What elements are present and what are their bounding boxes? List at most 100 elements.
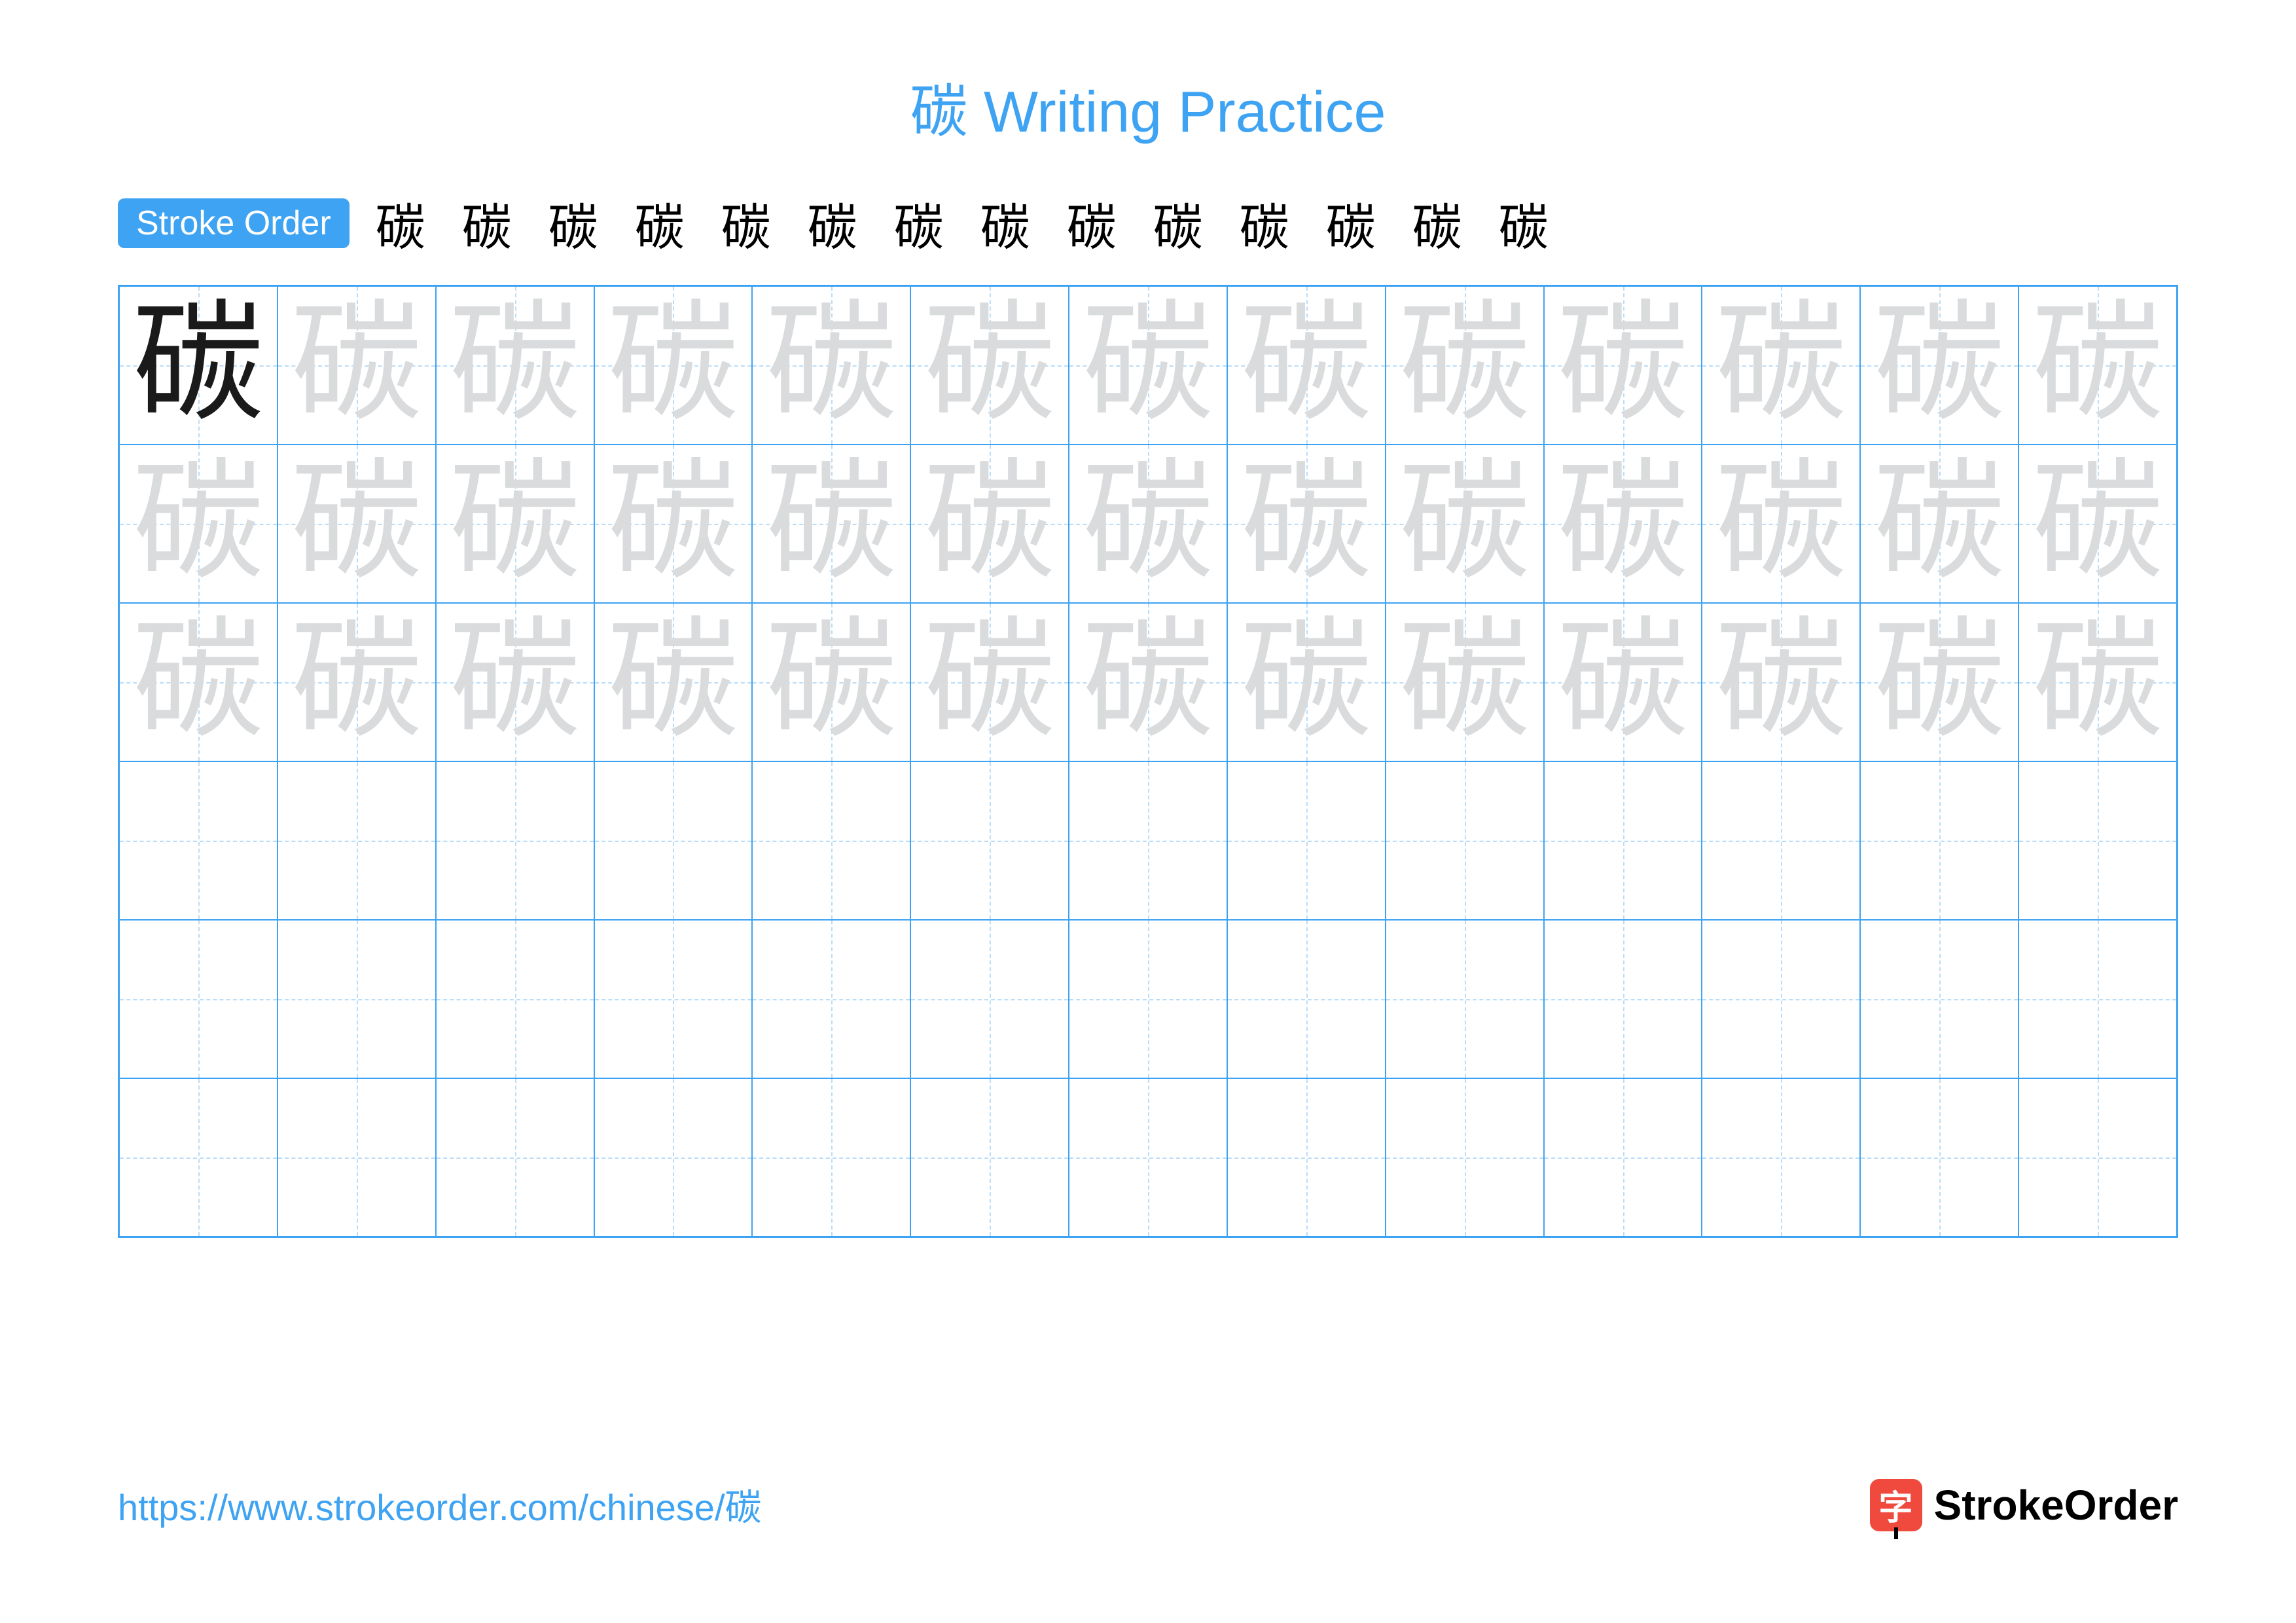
- brand-icon: 字: [1870, 1479, 1922, 1531]
- grid-row: 碳碳碳碳碳碳碳碳碳碳碳碳碳: [119, 286, 2177, 445]
- grid-cell: 碳: [1860, 286, 2018, 445]
- trace-char: 碳: [766, 458, 897, 589]
- trace-char: 碳: [2032, 458, 2163, 589]
- grid-cell: 碳: [1227, 603, 1386, 761]
- grid-row: [119, 761, 2177, 920]
- grid-cell: [278, 1078, 436, 1237]
- stroke-step: 碳: [970, 188, 1041, 259]
- grid-cell: [278, 761, 436, 920]
- grid-cell: [1069, 1078, 1227, 1237]
- trace-char: 碳: [1399, 300, 1530, 431]
- brand-name: StrokeOrder: [1934, 1481, 2178, 1529]
- grid-cell: [910, 1078, 1069, 1237]
- grid-cell: 碳: [1702, 603, 1860, 761]
- grid-cell: 碳: [436, 603, 594, 761]
- grid-cell: [910, 761, 1069, 920]
- brand-logo: 字 StrokeOrder: [1870, 1479, 2178, 1531]
- trace-char: 碳: [1241, 458, 1372, 589]
- trace-char: 碳: [1399, 458, 1530, 589]
- stroke-step: 碳: [711, 188, 781, 259]
- grid-cell: [436, 920, 594, 1078]
- grid-row: 碳碳碳碳碳碳碳碳碳碳碳碳碳: [119, 445, 2177, 603]
- grid-cell: 碳: [1386, 286, 1544, 445]
- grid-cell: [1702, 920, 1860, 1078]
- grid-cell: 碳: [752, 603, 910, 761]
- grid-cell: [1702, 1078, 1860, 1237]
- stroke-step: 碳: [1402, 188, 1473, 259]
- grid-cell: 碳: [1702, 445, 1860, 603]
- stroke-step: 碳: [884, 188, 954, 259]
- trace-char: 碳: [291, 300, 422, 431]
- trace-char: 碳: [2032, 300, 2163, 431]
- trace-char: 碳: [607, 300, 738, 431]
- trace-char: 碳: [1241, 617, 1372, 748]
- grid-cell: 碳: [1069, 286, 1227, 445]
- trace-char: 碳: [1715, 617, 1846, 748]
- grid-cell: [594, 1078, 753, 1237]
- page-title: 碳 Writing Practice: [118, 65, 2178, 149]
- grid-cell: 碳: [1544, 286, 1702, 445]
- trace-char: 碳: [607, 617, 738, 748]
- grid-cell: [1860, 761, 2018, 920]
- stroke-order-row: Stroke Order 碳碳碳碳碳碳碳碳碳碳碳碳碳碳: [118, 188, 2178, 259]
- grid-cell: 碳: [278, 445, 436, 603]
- grid-cell: 碳: [910, 286, 1069, 445]
- grid-cell: [278, 920, 436, 1078]
- grid-cell: [752, 761, 910, 920]
- trace-char: 碳: [607, 458, 738, 589]
- grid-cell: 碳: [436, 445, 594, 603]
- grid-cell: [1860, 920, 2018, 1078]
- trace-char: 碳: [2032, 617, 2163, 748]
- practice-grid: 碳碳碳碳碳碳碳碳碳碳碳碳碳碳碳碳碳碳碳碳碳碳碳碳碳碳碳碳碳碳碳碳碳碳碳碳碳碳碳: [118, 285, 2178, 1238]
- grid-cell: [2018, 761, 2177, 920]
- grid-cell: [752, 1078, 910, 1237]
- trace-char: 碳: [133, 300, 264, 431]
- grid-cell: [119, 761, 278, 920]
- trace-char: 碳: [1558, 300, 1689, 431]
- trace-char: 碳: [1083, 300, 1213, 431]
- grid-cell: [1544, 920, 1702, 1078]
- grid-cell: 碳: [594, 286, 753, 445]
- source-url[interactable]: https://www.strokeorder.com/chinese/碳: [118, 1478, 762, 1531]
- grid-cell: 碳: [752, 445, 910, 603]
- grid-cell: 碳: [2018, 286, 2177, 445]
- grid-row: 碳碳碳碳碳碳碳碳碳碳碳碳碳: [119, 603, 2177, 761]
- grid-cell: 碳: [119, 445, 278, 603]
- grid-cell: 碳: [594, 603, 753, 761]
- stroke-step: 碳: [538, 188, 609, 259]
- grid-cell: 碳: [1227, 445, 1386, 603]
- grid-cell: [1386, 761, 1544, 920]
- grid-cell: 碳: [278, 603, 436, 761]
- grid-cell: 碳: [1860, 603, 2018, 761]
- trace-char: 碳: [1874, 458, 2005, 589]
- grid-cell: [594, 920, 753, 1078]
- grid-cell: 碳: [1860, 445, 2018, 603]
- trace-char: 碳: [924, 617, 1055, 748]
- trace-char: 碳: [450, 617, 581, 748]
- trace-char: 碳: [291, 617, 422, 748]
- trace-char: 碳: [924, 300, 1055, 431]
- trace-char: 碳: [1083, 617, 1213, 748]
- trace-char: 碳: [133, 617, 264, 748]
- grid-row: [119, 1078, 2177, 1237]
- grid-cell: [2018, 920, 2177, 1078]
- trace-char: 碳: [1874, 300, 2005, 431]
- grid-cell: 碳: [1702, 286, 1860, 445]
- grid-cell: 碳: [752, 286, 910, 445]
- grid-cell: [594, 761, 753, 920]
- grid-cell: [1860, 1078, 2018, 1237]
- grid-cell: 碳: [278, 286, 436, 445]
- grid-cell: [1069, 920, 1227, 1078]
- grid-cell: [910, 920, 1069, 1078]
- stroke-step: 碳: [1143, 188, 1213, 259]
- grid-cell: [1702, 761, 1860, 920]
- grid-cell: 碳: [1069, 445, 1227, 603]
- stroke-step: 碳: [797, 188, 868, 259]
- footer: https://www.strokeorder.com/chinese/碳 字 …: [118, 1478, 2178, 1531]
- grid-cell: [1544, 761, 1702, 920]
- grid-cell: [119, 920, 278, 1078]
- grid-cell: 碳: [910, 445, 1069, 603]
- trace-char: 碳: [291, 458, 422, 589]
- grid-row: [119, 920, 2177, 1078]
- grid-cell: [1227, 1078, 1386, 1237]
